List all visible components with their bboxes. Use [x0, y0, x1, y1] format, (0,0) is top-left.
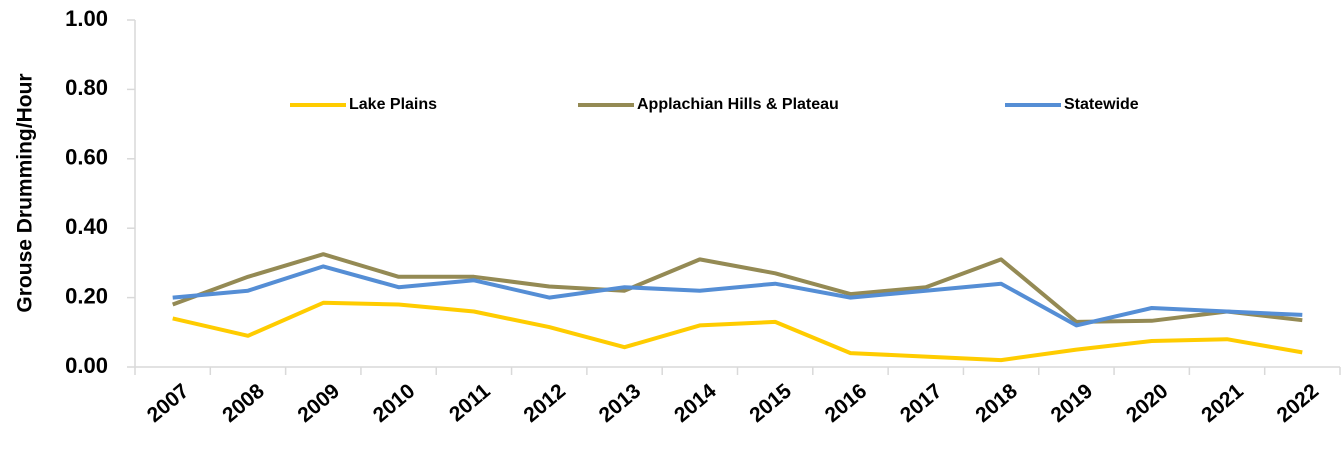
y-tick-label: 0.40	[65, 214, 108, 239]
legend-label: Statewide	[1064, 96, 1139, 113]
legend-label: Lake Plains	[349, 96, 437, 113]
legend-label: Applachian Hills & Plateau	[637, 96, 839, 113]
x-tick-label: 2015	[745, 379, 796, 427]
x-tick-label: 2014	[670, 379, 721, 427]
series-line	[172, 300, 1303, 363]
x-tick-label: 2022	[1273, 379, 1324, 427]
x-tick-label: 2019	[1047, 379, 1098, 427]
series-line	[172, 264, 1303, 328]
x-tick-label: 2016	[821, 379, 872, 427]
x-tick-label: 2021	[1197, 379, 1248, 427]
x-tick-label: 2013	[595, 379, 646, 427]
y-tick-label: 1.00	[65, 6, 108, 31]
x-tick-label: 2017	[896, 379, 947, 427]
x-tick-label: 2010	[369, 379, 420, 427]
series-line	[172, 252, 1303, 324]
y-tick-label: 0.20	[65, 283, 108, 308]
x-tick-label: 2009	[293, 379, 344, 427]
y-axis-label: Grouse Drumming/Hour	[14, 73, 37, 312]
y-tick-label: 0.80	[65, 75, 108, 100]
x-tick-label: 2011	[445, 379, 495, 426]
y-tick-label: 0.00	[65, 353, 108, 378]
x-tick-label: 2020	[1122, 379, 1173, 427]
x-tick-label: 2007	[143, 379, 194, 427]
x-tick-label: 2018	[971, 379, 1022, 427]
x-tick-label: 2012	[519, 379, 570, 427]
x-tick-label: 2008	[218, 379, 269, 427]
y-tick-label: 0.60	[65, 145, 108, 170]
